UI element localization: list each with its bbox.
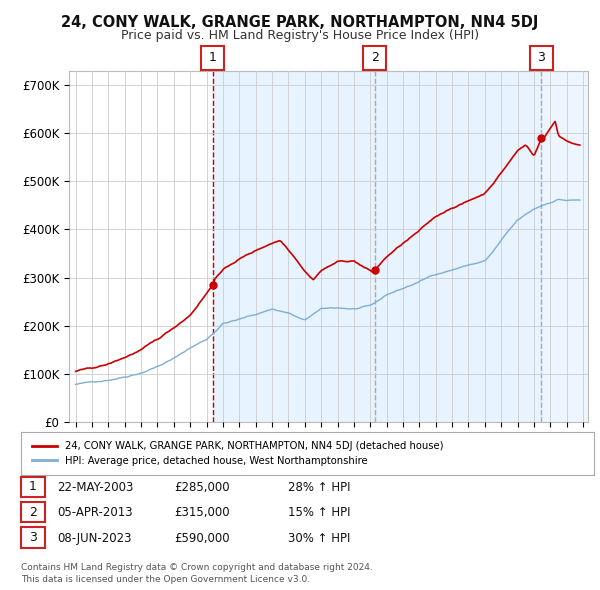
- Text: This data is licensed under the Open Government Licence v3.0.: This data is licensed under the Open Gov…: [21, 575, 310, 584]
- Text: 22-MAY-2003: 22-MAY-2003: [57, 481, 133, 494]
- Legend: 24, CONY WALK, GRANGE PARK, NORTHAMPTON, NN4 5DJ (detached house), HPI: Average : 24, CONY WALK, GRANGE PARK, NORTHAMPTON,…: [29, 438, 446, 469]
- Text: 2: 2: [29, 506, 37, 519]
- Text: £285,000: £285,000: [174, 481, 230, 494]
- Text: Contains HM Land Registry data © Crown copyright and database right 2024.: Contains HM Land Registry data © Crown c…: [21, 563, 373, 572]
- Text: 3: 3: [29, 531, 37, 544]
- Bar: [541, 71, 588, 422]
- Text: 28% ↑ HPI: 28% ↑ HPI: [288, 481, 350, 494]
- Text: 24, CONY WALK, GRANGE PARK, NORTHAMPTON, NN4 5DJ: 24, CONY WALK, GRANGE PARK, NORTHAMPTON,…: [61, 15, 539, 30]
- Text: 05-APR-2013: 05-APR-2013: [57, 506, 133, 519]
- Text: £590,000: £590,000: [174, 532, 230, 545]
- Bar: [374, 71, 541, 422]
- Text: 3: 3: [537, 51, 545, 64]
- Text: 08-JUN-2023: 08-JUN-2023: [57, 532, 131, 545]
- Bar: [213, 71, 374, 422]
- Text: £315,000: £315,000: [174, 506, 230, 519]
- Text: 1: 1: [29, 480, 37, 493]
- Text: 15% ↑ HPI: 15% ↑ HPI: [288, 506, 350, 519]
- Text: Price paid vs. HM Land Registry's House Price Index (HPI): Price paid vs. HM Land Registry's House …: [121, 30, 479, 42]
- Text: 30% ↑ HPI: 30% ↑ HPI: [288, 532, 350, 545]
- Text: 1: 1: [209, 51, 217, 64]
- Text: 2: 2: [371, 51, 379, 64]
